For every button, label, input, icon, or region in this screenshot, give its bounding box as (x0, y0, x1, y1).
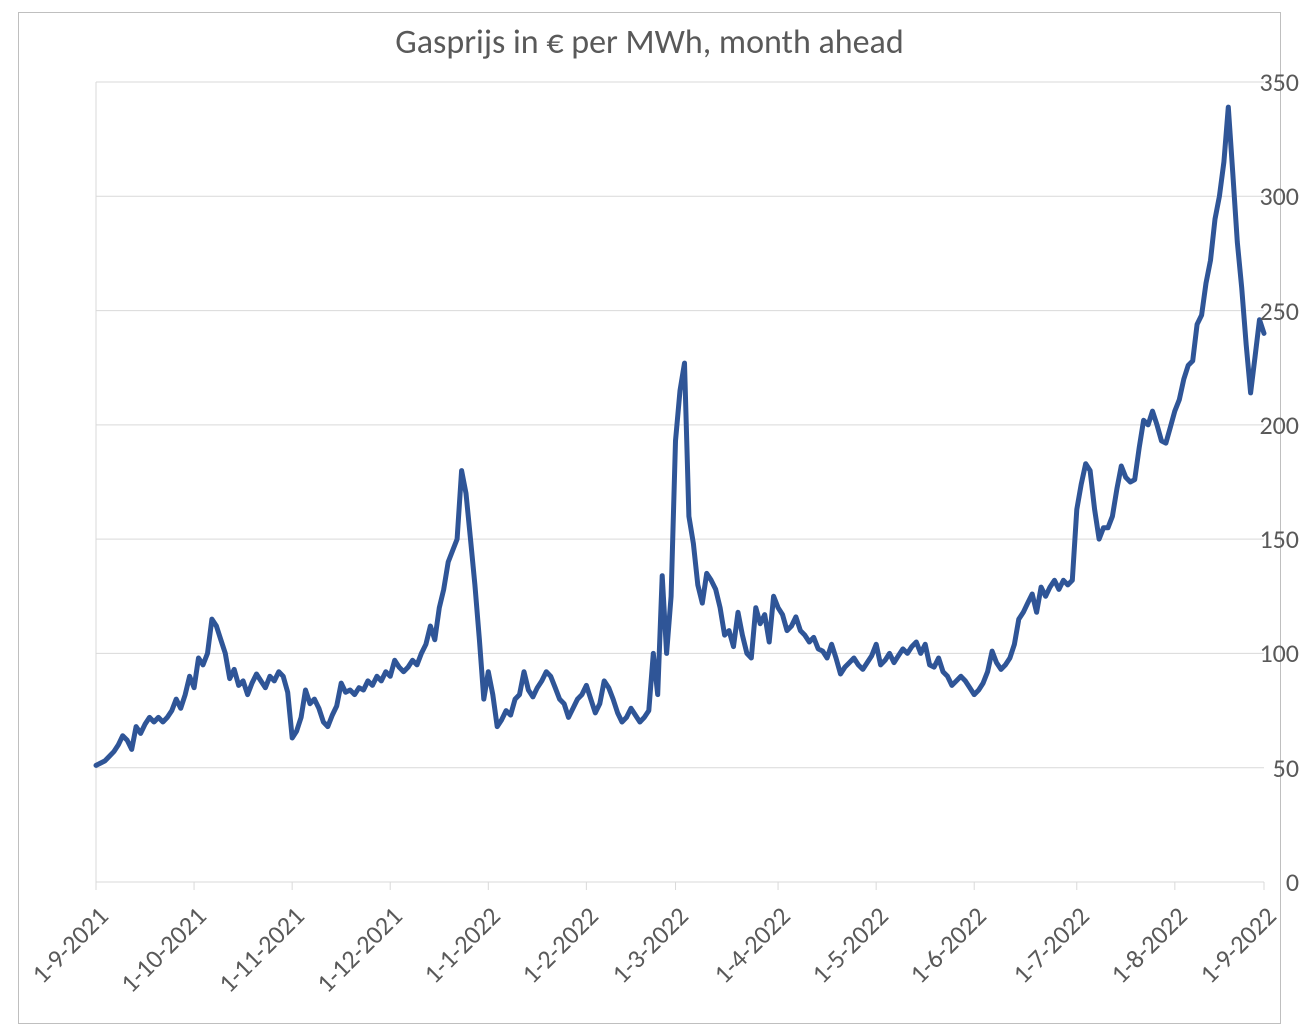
y-tick-label: 300 (1217, 180, 1299, 212)
x-tick-marks (96, 882, 1264, 890)
y-tick-label: 50 (1217, 752, 1299, 784)
series-line-gasprijs (96, 107, 1264, 765)
y-tick-label: 350 (1217, 66, 1299, 98)
y-tick-label: 0 (1217, 866, 1299, 898)
y-tick-label: 100 (1217, 637, 1299, 669)
y-tick-label: 200 (1217, 409, 1299, 441)
y-tick-label: 150 (1217, 523, 1299, 555)
y-tick-label: 250 (1217, 295, 1299, 327)
gas-price-chart: Gasprijs in € per MWh, month ahead 05010… (0, 0, 1299, 1036)
gridlines (96, 82, 1264, 882)
chart-svg (0, 0, 1299, 1036)
